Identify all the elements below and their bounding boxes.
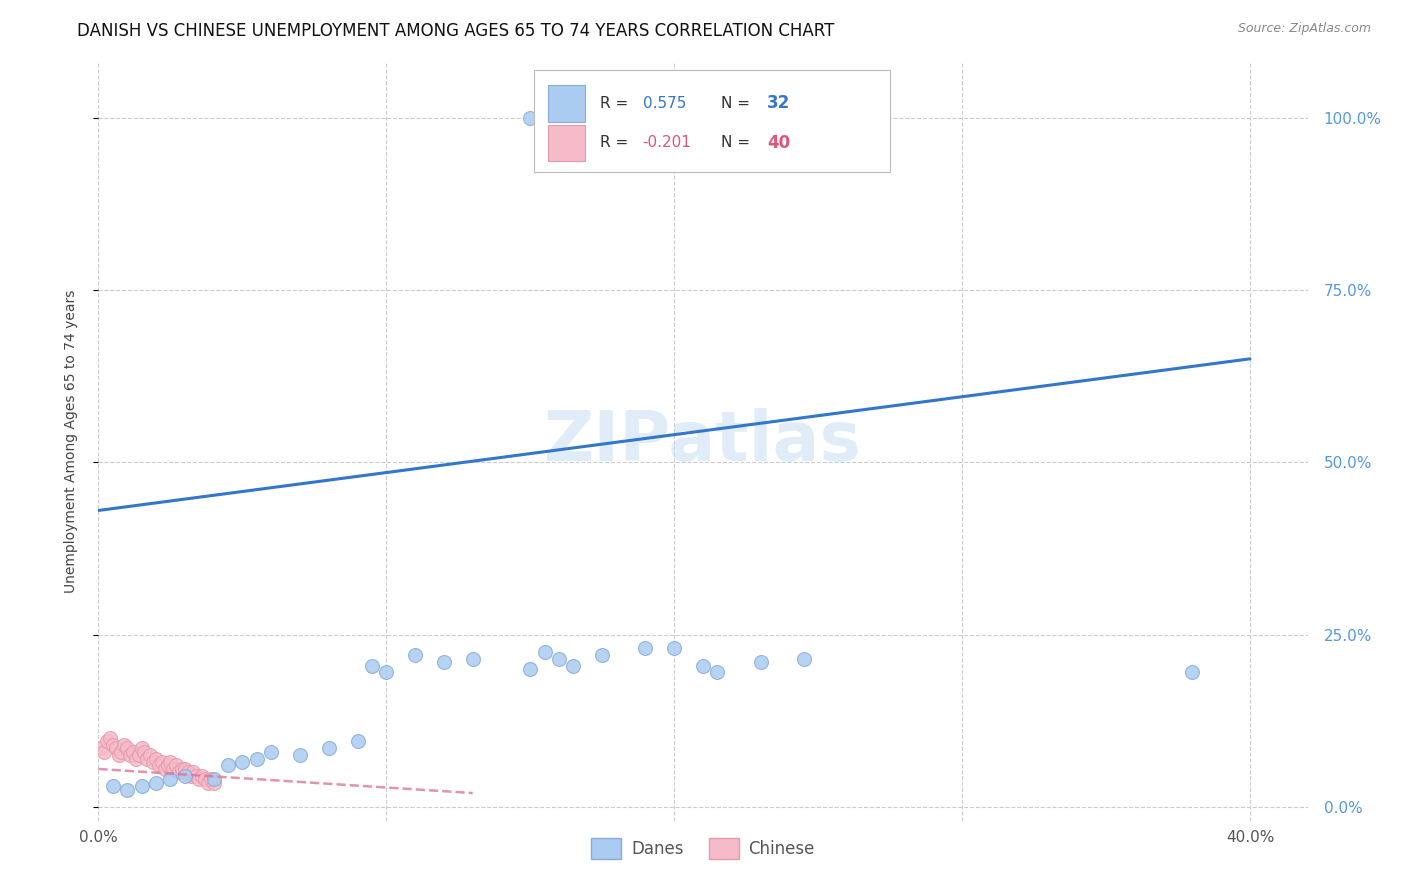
- Point: [188, 772, 211, 787]
- Point: [128, 748, 150, 763]
- Text: 0.575: 0.575: [643, 95, 686, 111]
- Point: [591, 648, 613, 663]
- Point: [433, 655, 456, 669]
- Point: [548, 651, 571, 665]
- Bar: [548, 125, 585, 161]
- Point: [145, 776, 167, 790]
- Point: [231, 755, 253, 769]
- Point: [142, 755, 165, 769]
- Point: [191, 769, 214, 783]
- Point: [173, 769, 195, 783]
- Point: [125, 751, 148, 765]
- Point: [148, 758, 170, 772]
- Bar: [548, 86, 585, 121]
- Y-axis label: Unemployment Among Ages 65 to 74 years: Unemployment Among Ages 65 to 74 years: [63, 290, 77, 593]
- Text: 40: 40: [768, 134, 790, 152]
- FancyBboxPatch shape: [534, 70, 890, 172]
- Point: [346, 734, 368, 748]
- Point: [170, 762, 193, 776]
- Point: [519, 111, 541, 125]
- Text: N =: N =: [721, 136, 755, 151]
- Point: [318, 741, 340, 756]
- Point: [112, 738, 135, 752]
- Point: [749, 655, 772, 669]
- Text: ZIPatlas: ZIPatlas: [544, 408, 862, 475]
- Point: [202, 772, 225, 787]
- Point: [136, 751, 159, 765]
- Point: [217, 758, 239, 772]
- Point: [115, 741, 138, 756]
- Text: R =: R =: [600, 95, 633, 111]
- Text: N =: N =: [721, 95, 755, 111]
- Text: 32: 32: [768, 95, 790, 112]
- Point: [180, 769, 202, 783]
- Text: Source: ZipAtlas.com: Source: ZipAtlas.com: [1237, 22, 1371, 36]
- Point: [562, 658, 585, 673]
- Legend: Danes, Chinese: Danes, Chinese: [585, 831, 821, 865]
- Point: [96, 734, 118, 748]
- Text: DANISH VS CHINESE UNEMPLOYMENT AMONG AGES 65 TO 74 YEARS CORRELATION CHART: DANISH VS CHINESE UNEMPLOYMENT AMONG AGE…: [77, 22, 835, 40]
- Point: [145, 751, 167, 765]
- Point: [98, 731, 121, 745]
- Point: [101, 779, 124, 793]
- Point: [120, 748, 142, 763]
- Point: [519, 662, 541, 676]
- Point: [288, 748, 311, 763]
- Point: [159, 772, 181, 787]
- Point: [1181, 665, 1204, 680]
- Point: [122, 745, 145, 759]
- Point: [361, 658, 384, 673]
- Point: [139, 748, 162, 763]
- Point: [150, 755, 173, 769]
- Point: [156, 758, 179, 772]
- Point: [176, 765, 198, 780]
- Point: [533, 645, 555, 659]
- Point: [197, 776, 219, 790]
- Point: [664, 641, 686, 656]
- Point: [93, 745, 115, 759]
- Point: [165, 758, 187, 772]
- Point: [90, 741, 112, 756]
- Point: [134, 745, 156, 759]
- Point: [159, 755, 181, 769]
- Point: [692, 658, 714, 673]
- Point: [162, 762, 184, 776]
- Point: [246, 751, 269, 765]
- Point: [200, 772, 222, 787]
- Point: [186, 769, 208, 783]
- Point: [173, 762, 195, 776]
- Point: [202, 776, 225, 790]
- Point: [131, 741, 153, 756]
- Point: [706, 665, 728, 680]
- Point: [110, 745, 132, 759]
- Point: [115, 782, 138, 797]
- Point: [101, 738, 124, 752]
- Point: [131, 779, 153, 793]
- Point: [183, 765, 205, 780]
- Text: R =: R =: [600, 136, 633, 151]
- Point: [375, 665, 398, 680]
- Point: [167, 765, 190, 780]
- Point: [461, 651, 484, 665]
- Point: [107, 748, 129, 763]
- Point: [793, 651, 815, 665]
- Point: [260, 745, 283, 759]
- Point: [634, 641, 657, 656]
- Point: [404, 648, 426, 663]
- Text: -0.201: -0.201: [643, 136, 692, 151]
- Point: [194, 772, 217, 787]
- Point: [153, 762, 176, 776]
- Point: [104, 741, 127, 756]
